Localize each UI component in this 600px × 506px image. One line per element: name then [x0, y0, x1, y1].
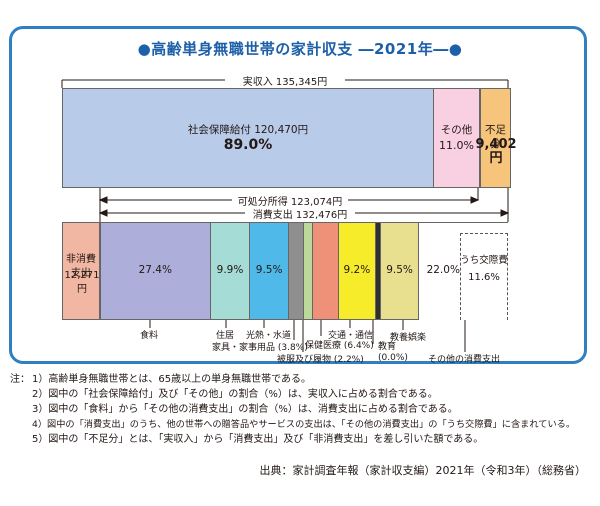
note-1: 1）高齢単身無職世帯とは、65歳以上の単身無職世帯である。 [32, 374, 311, 385]
social-expense-box: うち交際費 11.6% [460, 233, 508, 320]
pct-housing: 9.9% [216, 264, 244, 276]
label-other-consumption: その他の消費支出 [428, 355, 501, 365]
label-health: 保健医療 (6.4%) [305, 341, 374, 351]
expense-segment-housing: 9.9% [210, 222, 251, 320]
source-line: 出典：家計調査年報（家計収支編）2021年（令和3年）（総務省） [259, 464, 587, 477]
label-utilities: 光熱・水道 [246, 331, 292, 341]
expense-segment-recreation: 9.5% [380, 222, 420, 320]
label-education: 教育 (0.0%) [378, 342, 408, 363]
note-4: 4）図中の「消費支出」のうち、他の世帯への贈答品やサービスの支出は、「その他の消… [32, 419, 576, 430]
income-segment-shortfall: 不足分 9,402円 [475, 88, 517, 188]
expense-segment-non-consumption: 非消費支出 12,271円 [62, 222, 100, 320]
label-food: 食料 [140, 331, 159, 341]
pct-other: 22.0% [426, 264, 460, 276]
expense-segment-health [312, 222, 339, 320]
expense-segment-furniture [288, 222, 305, 320]
income-total-label: 実収入 135,345円 [242, 77, 328, 88]
notes: 注： 1）高齢単身無職世帯とは、65歳以上の単身無職世帯である。 2）図中の「社… [10, 372, 576, 447]
social-security-pct: 89.0% [223, 137, 273, 153]
expense-segment-clothing [304, 222, 313, 320]
notes-prefix: 注： [10, 374, 30, 385]
other-income-label: その他 [440, 124, 473, 136]
label-clothing: 被服及び履物 (2.2%) [277, 355, 364, 365]
label-transport: 交通・通信 [328, 331, 374, 341]
pct-utilities: 9.5% [255, 264, 283, 276]
label-recreation: 教養娯楽 [390, 333, 427, 343]
note-3: 3）図中の「食料」から「その他の消費支出」の割合（%）は、消費支出に占める割合で… [32, 404, 458, 415]
label-furniture: 家具・家事用品 (3.8%) [212, 343, 308, 353]
label-housing: 住居 [216, 331, 235, 341]
chart-title: ●高齢単身無職世帯の家計収支 ―2021年―● [137, 40, 463, 58]
expense-bar: 27.4% 9.9% 9.5% 9.2% 9.5% 22.0% [100, 222, 508, 320]
expense-segment-food: 27.4% [100, 222, 211, 320]
social-expense-pct: 11.6% [468, 272, 500, 283]
social-expense-label: うち交際費 [460, 255, 508, 266]
expense-segment-other: 22.0% [419, 222, 508, 320]
note-2: 2）図中の「社会保障給付」及び「その他」の割合（%）は、実収入に占める割合である… [32, 389, 438, 400]
pct-food: 27.4% [138, 264, 172, 276]
non-consumption-amount: 12,271円 [64, 270, 100, 295]
note-5: 5）図中の「不足分」とは、「実収入」から「消費支出」及び「非消費支出」を差し引い… [32, 434, 484, 445]
income-segment-social-security: 社会保障給付 120,470円 89.0% [62, 88, 434, 188]
social-security-label: 社会保障給付 120,470円 [187, 124, 309, 136]
shortfall-amount: 9,402円 [475, 137, 517, 166]
income-segment-other: その他 11.0% [434, 88, 480, 188]
expense-segment-education [375, 222, 381, 320]
disposable-income-label: 可処分所得 123,074円 [237, 197, 343, 208]
expense-segment-transport: 9.2% [338, 222, 376, 320]
other-income-pct: 11.0% [439, 139, 474, 152]
expense-segment-utilities: 9.5% [250, 222, 289, 320]
income-bar: 社会保障給付 120,470円 89.0% その他 11.0% 不足分 9,40… [62, 88, 540, 188]
consumption-total-label: 消費支出 132,476円 [252, 210, 348, 221]
non-consumption-label: 非消費支出 [66, 254, 96, 279]
pct-transport: 9.2% [343, 264, 371, 276]
shortfall-label: 不足分 [485, 124, 506, 150]
pct-recreation: 9.5% [386, 264, 413, 276]
